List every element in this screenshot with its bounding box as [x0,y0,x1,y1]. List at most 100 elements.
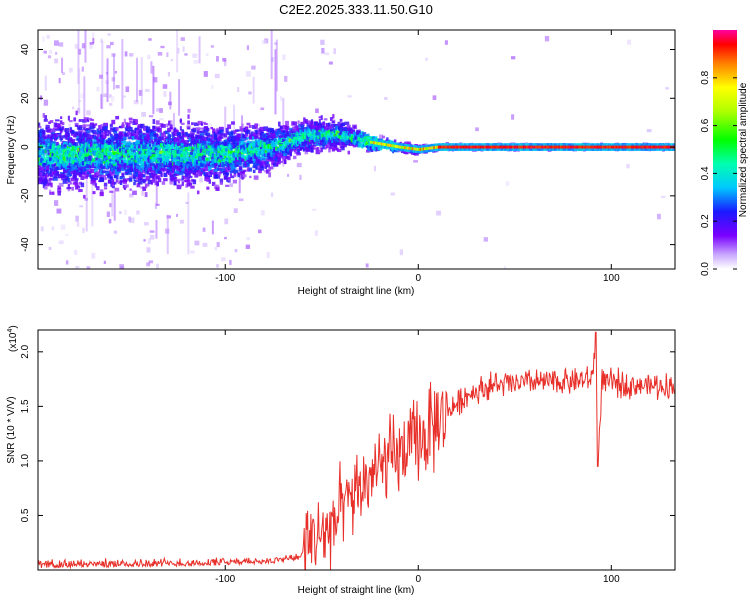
heatmap-cell [86,159,90,164]
heatmap-cell [349,133,353,138]
heatmap-cell [156,203,160,206]
heatmap-cell [49,173,54,178]
heatmap-cell [69,167,73,173]
heatmap-cell [353,125,356,129]
heatmap-cell [132,190,137,195]
heatmap-cell [74,142,79,147]
heatmap-cell [302,141,307,146]
heatmap-cell [282,145,285,151]
heatmap-cell [81,136,84,140]
heatmap-cell [42,36,45,42]
heatmap-cell [274,42,278,45]
heatmap-cell [230,164,236,170]
heatmap-cell [134,159,139,163]
heatmap-cell [211,135,216,140]
heatmap-cell [80,182,85,188]
heatmap-cell [213,168,218,174]
heatmap-cell [124,122,129,125]
heatmap-cell [221,133,225,136]
heatmap-cell [121,164,125,169]
heatmap-cell [61,121,65,126]
heatmap-cell [267,134,272,139]
heatmap-cell [312,142,316,147]
heatmap-cell [97,143,102,149]
heatmap-cell [483,237,488,242]
heatmap-cell [139,165,145,168]
heatmap-cell [270,166,274,170]
heatmap-cell [266,128,269,133]
heatmap-cell [236,133,242,139]
heatmap-cell [199,130,205,136]
heatmap-cell [254,143,258,148]
heatmap-cell [201,155,207,161]
heatmap-cell [207,138,213,142]
heatmap-cell [287,155,291,161]
heatmap-cell [324,147,327,150]
heatmap-cell [194,240,200,246]
heatmap-cell [202,242,208,247]
heatmap-cell [159,150,164,155]
heatmap-cell [61,57,64,73]
heatmap-cell [170,138,173,144]
heatmap-cell [54,163,57,167]
heatmap-cell [173,164,177,169]
heatmap-cell [219,129,224,135]
heatmap-cell [242,135,247,138]
heatmap-cell [38,125,42,128]
heatmap-cell [196,170,201,174]
heatmap-cell [72,175,78,179]
heatmap-cell [51,164,56,167]
heatmap-cell [143,155,149,160]
heatmap-cell [214,164,217,169]
heatmap-cell [322,121,326,126]
heatmap-cell [75,124,78,127]
heatmap-cell [161,132,166,138]
heatmap-cell [133,100,139,105]
heatmap-cell [329,146,334,150]
heatmap-cell [239,161,243,166]
heatmap-cell [293,139,297,145]
heatmap-cell [165,149,170,152]
heatmap-cell [270,157,273,162]
heatmap-cell [118,131,124,137]
heatmap-cell [82,124,87,128]
heatmap-cell [70,151,76,156]
heatmap-cell [331,133,336,138]
heatmap-cell [172,177,178,180]
heatmap-cell [146,144,150,148]
heatmap-cell [157,140,162,144]
heatmap-cell [343,127,347,132]
heatmap-cell [318,129,322,133]
heatmap-cell [151,141,157,145]
heatmap-cell [133,131,136,135]
heatmap-cell [40,157,44,163]
heatmap-cell [90,119,94,122]
heatmap-cell [272,151,275,154]
heatmap-cell [39,174,45,180]
heatmap-cell [315,108,319,114]
heatmap-cell [241,177,244,180]
heatmap-cell [252,161,256,166]
heatmap-cell [129,188,132,191]
heatmap-cell [186,173,191,177]
heatmap-cell [130,152,136,157]
heatmap-cell [40,142,44,148]
heatmap-cell [318,116,322,119]
heatmap-cell [70,138,75,144]
heatmap-cell [191,179,194,182]
heatmap-cell [56,151,59,154]
heatmap-cell [69,172,73,176]
heatmap-cell [339,118,343,122]
heatmap-cell [198,142,202,146]
heatmap-cell [109,181,113,184]
heatmap-cell [78,157,83,162]
heatmap-cell [245,149,248,154]
heatmap-cell [335,125,340,130]
heatmap-cell [151,156,156,162]
heatmap-cell [70,148,75,153]
heatmap-cell [163,168,168,172]
heatmap-cell [213,137,218,140]
heatmap-cell [217,164,222,168]
heatmap-cell [215,163,220,166]
heatmap-cell [169,91,172,110]
